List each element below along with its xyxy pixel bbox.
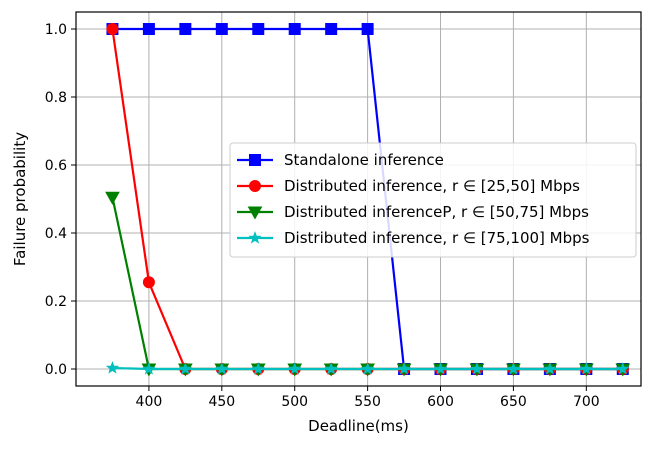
circle-marker (142, 276, 155, 289)
x-tick-label: 650 (500, 394, 527, 410)
x-tick-label: 700 (573, 394, 600, 410)
star-marker (105, 361, 120, 374)
square-marker (142, 23, 155, 35)
star-marker (248, 231, 262, 244)
plot-frame (75, 11, 642, 387)
star-marker (397, 362, 411, 375)
y-axis-label: Failure probability (11, 132, 29, 266)
legend-label: Distributed inference, r ∈ [75,100] Mbps (284, 229, 590, 247)
legend-item: Distributed inference, r ∈ [25,50] Mbps (237, 177, 580, 195)
star-marker (251, 362, 265, 375)
y-axis-ticks: 0.0 0.2 0.4 0.6 0.8 1.0 (45, 22, 76, 378)
x-axis-label: Deadline(ms) (308, 417, 409, 435)
circle-marker (106, 23, 119, 35)
star-marker (543, 362, 557, 375)
triangle-down-marker (105, 191, 120, 205)
x-axis-ticks: 400 450 500 550 600 650 700 (136, 386, 600, 410)
legend-label: Distributed inference, r ∈ [25,50] Mbps (284, 177, 580, 195)
star-marker (142, 362, 156, 375)
square-marker (325, 23, 338, 35)
star-marker (616, 362, 630, 375)
star-marker (506, 362, 521, 375)
legend-item: Distributed inference, r ∈ [75,100] Mbps (237, 229, 590, 247)
y-tick-label: 0.6 (45, 158, 67, 174)
square-marker (288, 23, 301, 35)
star-marker (178, 362, 192, 375)
star-marker (361, 362, 375, 375)
star-marker (579, 362, 593, 375)
legend-item: Distributed inferenceP, r ∈ [50,75] Mbps (237, 203, 589, 221)
series-4 (105, 361, 630, 375)
legend-label: Standalone inference (284, 151, 444, 169)
square-marker (361, 23, 374, 35)
legend: Standalone inference Distributed inferenc… (229, 142, 637, 258)
star-marker (470, 362, 484, 375)
legend-box (229, 142, 637, 258)
y-tick-label: 1.0 (45, 22, 67, 38)
x-tick-label: 500 (281, 394, 308, 410)
legend-item: Standalone inference (237, 151, 444, 169)
triangle-down-marker (247, 206, 263, 220)
star-marker (288, 362, 302, 375)
series-layer (105, 23, 631, 377)
star-marker (215, 362, 229, 375)
legend-label: Distributed inferenceP, r ∈ [50,75] Mbps (284, 203, 589, 221)
y-tick-label: 0.0 (45, 362, 67, 378)
y-tick-label: 0.4 (45, 226, 67, 242)
x-tick-label: 550 (354, 394, 381, 410)
x-tick-label: 600 (427, 394, 454, 410)
square-marker (252, 23, 265, 35)
star-marker (433, 362, 448, 375)
x-tick-label: 400 (136, 394, 163, 410)
circle-marker (249, 180, 261, 192)
y-tick-label: 0.8 (45, 90, 67, 106)
y-tick-label: 0.2 (45, 294, 67, 310)
square-marker (249, 154, 261, 166)
star-marker (324, 362, 338, 375)
square-marker (215, 23, 228, 35)
x-tick-label: 450 (208, 394, 235, 410)
square-marker (179, 23, 192, 35)
